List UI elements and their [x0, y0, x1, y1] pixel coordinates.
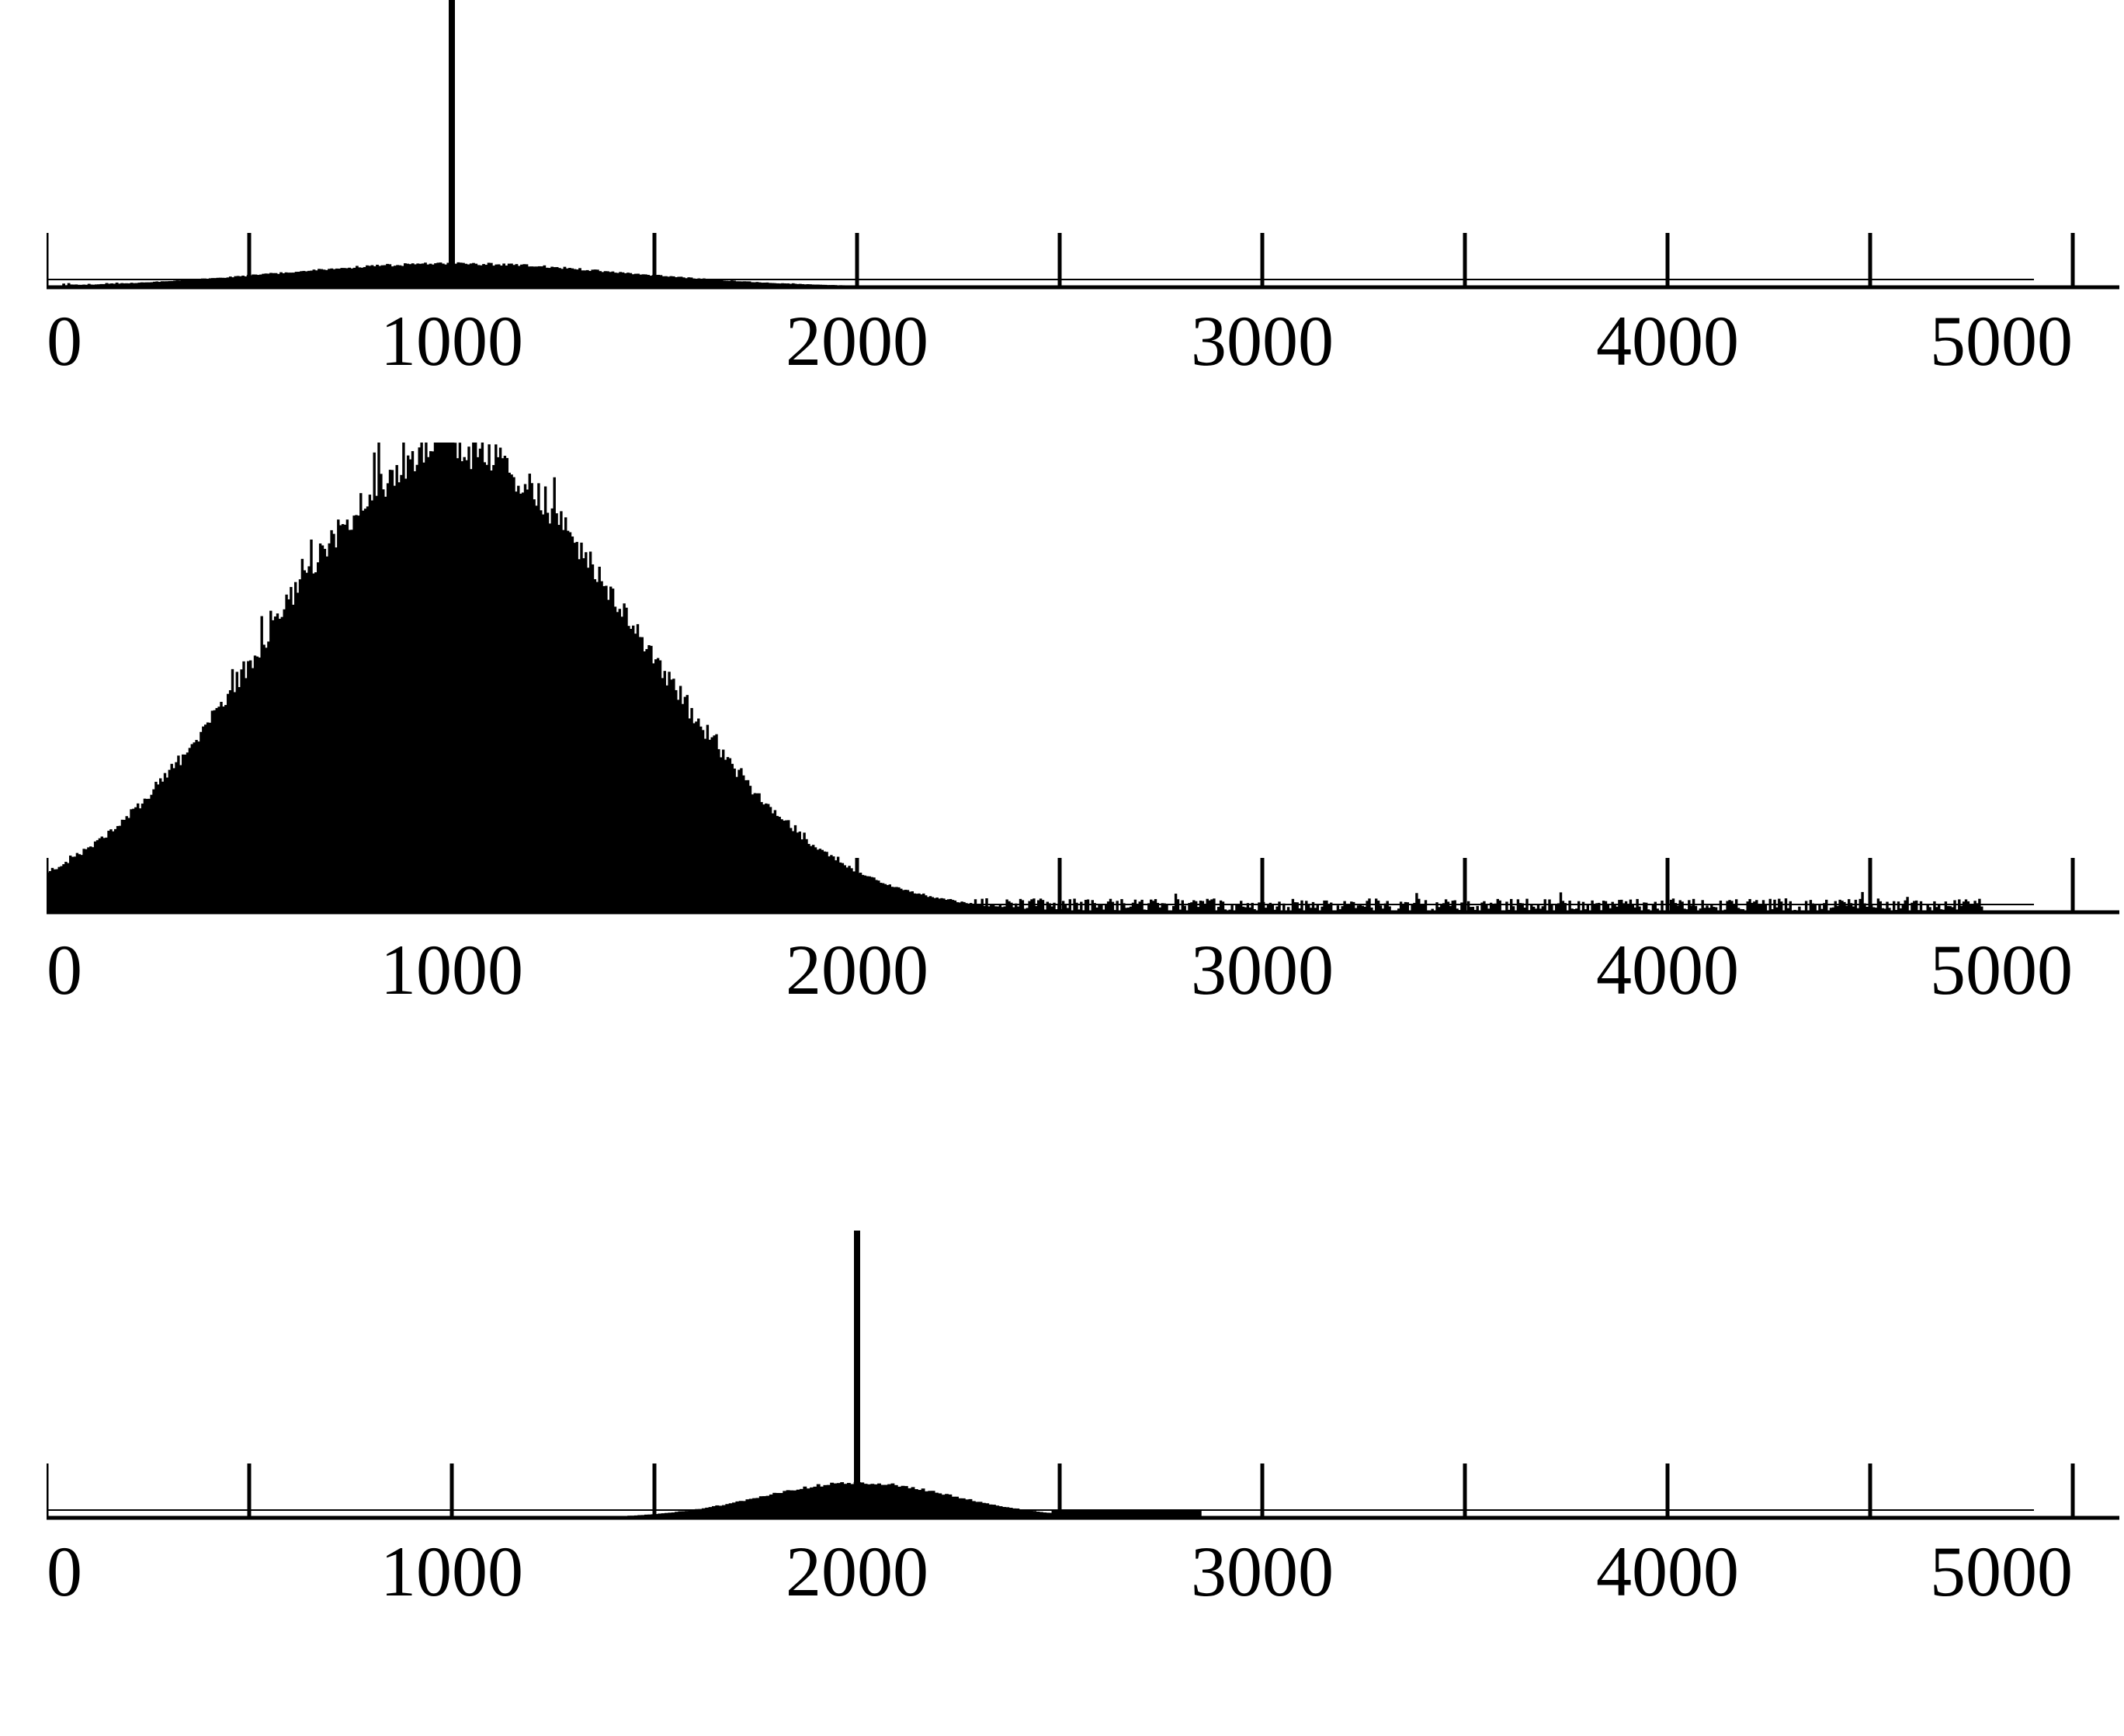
panel-c-xticklabel: 2000 — [786, 1532, 928, 1611]
panel-c-xticklabel: 5000 — [1930, 1532, 2073, 1611]
panel-c-bars — [567, 1231, 1202, 1518]
panel-b-xticklabel: 4000 — [1596, 930, 1739, 1009]
panel-c-xticklabel: 0 — [47, 1532, 82, 1611]
panel-c-xticklabel: 1000 — [380, 1532, 523, 1611]
panel-b-xticklabel: 0 — [47, 930, 82, 1009]
panel-c-xticklabel: 4000 — [1596, 1532, 1739, 1611]
panel-b-xticklabel: 5000 — [1930, 930, 2073, 1009]
figure-container: 0 1000 2000 3000 4000 5000 0 1000 2000 3000 4000 5… — [0, 0, 2124, 1736]
panel-b: 0 1000 2000 3000 4000 5000 — [47, 443, 2124, 1025]
panel-a-svg: 0 1000 2000 3000 4000 5000 — [47, 0, 2124, 388]
panel-b-xticklabel: 2000 — [786, 930, 928, 1009]
panel-c-xticklabel: 3000 — [1191, 1532, 1334, 1611]
panel-a-xticklabel: 4000 — [1596, 301, 1739, 380]
panel-a-xticklabel: 2000 — [786, 301, 928, 380]
panel-b-bars — [47, 443, 2074, 912]
panel-a: 0 1000 2000 3000 4000 5000 — [47, 0, 2124, 388]
panel-a-bars — [47, 0, 959, 287]
panel-a-xticklabel: 3000 — [1191, 301, 1334, 380]
panel-b-xticklabel: 3000 — [1191, 930, 1334, 1009]
panel-b-svg: 0 1000 2000 3000 4000 5000 — [47, 443, 2124, 1025]
panel-c-svg: 0 1000 2000 3000 4000 5000 — [47, 1227, 2124, 1615]
panel-c: 0 1000 2000 3000 4000 5000 — [47, 1227, 2124, 1615]
panel-b-xticklabel: 1000 — [380, 930, 523, 1009]
panel-a-xticklabel: 0 — [47, 301, 82, 380]
panel-a-xticklabel: 1000 — [380, 301, 523, 380]
panel-a-xticklabel: 5000 — [1930, 301, 2073, 380]
